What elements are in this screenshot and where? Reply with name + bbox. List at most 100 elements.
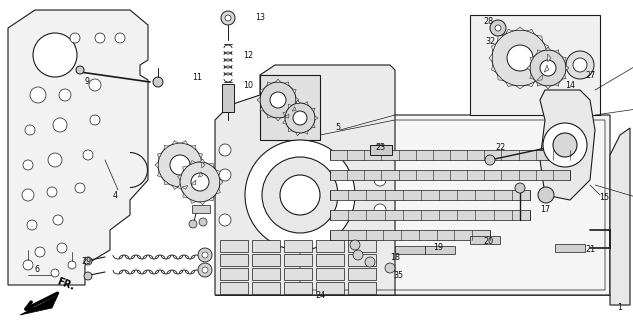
Bar xyxy=(192,205,210,213)
Bar xyxy=(284,240,312,252)
Polygon shape xyxy=(183,167,187,171)
Circle shape xyxy=(33,33,77,77)
Polygon shape xyxy=(506,82,513,87)
Polygon shape xyxy=(260,89,264,93)
Polygon shape xyxy=(164,180,169,185)
Polygon shape xyxy=(296,100,300,104)
Polygon shape xyxy=(530,57,534,61)
Bar xyxy=(284,254,312,266)
Polygon shape xyxy=(275,118,280,121)
Circle shape xyxy=(495,25,501,31)
Polygon shape xyxy=(544,65,549,72)
Polygon shape xyxy=(191,180,196,185)
Circle shape xyxy=(353,250,363,260)
Polygon shape xyxy=(537,36,542,41)
Bar xyxy=(220,254,248,266)
Circle shape xyxy=(191,173,209,191)
Circle shape xyxy=(198,263,212,277)
Circle shape xyxy=(47,187,57,197)
Circle shape xyxy=(59,89,71,101)
Bar xyxy=(330,170,570,180)
Bar xyxy=(348,282,376,294)
Circle shape xyxy=(490,20,506,36)
Polygon shape xyxy=(202,162,205,168)
Polygon shape xyxy=(530,75,534,79)
Polygon shape xyxy=(285,114,289,118)
Polygon shape xyxy=(267,114,272,118)
Bar xyxy=(220,268,248,280)
Bar xyxy=(252,268,280,280)
Polygon shape xyxy=(285,82,289,86)
Polygon shape xyxy=(562,57,566,61)
Polygon shape xyxy=(172,140,178,144)
Circle shape xyxy=(158,143,202,187)
Polygon shape xyxy=(562,75,566,79)
Text: 13: 13 xyxy=(255,13,265,22)
Circle shape xyxy=(374,144,386,156)
Bar xyxy=(316,268,344,280)
Bar xyxy=(470,15,600,115)
Circle shape xyxy=(260,82,296,118)
Polygon shape xyxy=(292,89,296,93)
Polygon shape xyxy=(288,104,292,108)
Polygon shape xyxy=(216,170,220,175)
Polygon shape xyxy=(610,128,630,305)
Circle shape xyxy=(245,140,355,250)
Polygon shape xyxy=(295,115,610,295)
Circle shape xyxy=(530,50,566,86)
Circle shape xyxy=(83,150,93,160)
Bar xyxy=(330,210,530,220)
Polygon shape xyxy=(158,172,161,177)
Circle shape xyxy=(170,155,190,175)
Text: 23: 23 xyxy=(375,143,385,153)
Circle shape xyxy=(350,240,360,250)
Bar xyxy=(348,254,376,266)
Text: 20: 20 xyxy=(483,237,493,246)
Text: FR.: FR. xyxy=(55,276,75,292)
Circle shape xyxy=(202,267,208,273)
Polygon shape xyxy=(178,184,182,189)
Text: 28: 28 xyxy=(483,18,493,27)
Bar xyxy=(470,236,500,244)
Circle shape xyxy=(48,153,62,167)
Polygon shape xyxy=(498,36,503,41)
Text: 9: 9 xyxy=(84,77,89,86)
Circle shape xyxy=(374,174,386,186)
Text: 29: 29 xyxy=(81,258,91,267)
Polygon shape xyxy=(191,200,196,204)
Polygon shape xyxy=(182,140,188,144)
Polygon shape xyxy=(8,10,148,285)
Polygon shape xyxy=(311,108,315,112)
Polygon shape xyxy=(506,29,513,34)
Polygon shape xyxy=(491,65,496,72)
Circle shape xyxy=(365,257,375,267)
Bar xyxy=(252,282,280,294)
Text: 19: 19 xyxy=(433,244,443,252)
Text: 24: 24 xyxy=(315,291,325,300)
Bar xyxy=(330,150,570,160)
Bar xyxy=(284,268,312,280)
Polygon shape xyxy=(304,102,308,105)
Circle shape xyxy=(219,214,231,226)
Text: 5: 5 xyxy=(335,124,341,132)
Text: 12: 12 xyxy=(243,51,253,60)
Circle shape xyxy=(180,162,220,202)
Polygon shape xyxy=(182,186,188,189)
Bar xyxy=(348,240,376,252)
Circle shape xyxy=(385,263,395,273)
Polygon shape xyxy=(315,116,318,120)
Circle shape xyxy=(75,183,85,193)
Polygon shape xyxy=(555,50,559,54)
Circle shape xyxy=(270,92,286,108)
Polygon shape xyxy=(215,65,395,295)
Polygon shape xyxy=(548,54,551,62)
Text: 10: 10 xyxy=(243,81,253,90)
Polygon shape xyxy=(527,82,534,87)
Polygon shape xyxy=(566,66,569,70)
Bar xyxy=(220,282,248,294)
Polygon shape xyxy=(296,98,299,102)
Circle shape xyxy=(573,58,587,72)
Text: 32: 32 xyxy=(485,37,495,46)
Circle shape xyxy=(540,60,556,76)
Polygon shape xyxy=(209,163,213,167)
